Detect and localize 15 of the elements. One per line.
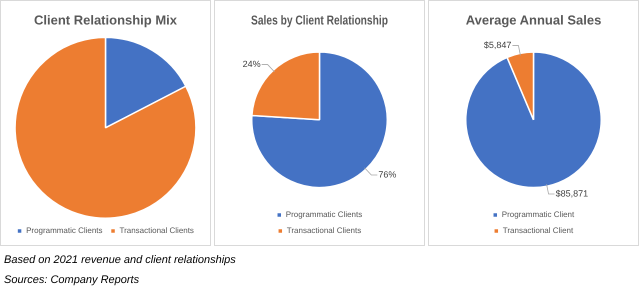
legend-label: Transactional Clients — [120, 226, 194, 236]
legend-label: Transactional Clients — [286, 226, 362, 236]
chart-title: Sales by Client Relationship — [251, 13, 388, 28]
data-label: $5,847 — [484, 40, 512, 50]
data-label: $85,871 — [556, 188, 588, 199]
chart-title: Average Annual Sales — [466, 12, 602, 28]
text: Based on 2021 revenue and client relationships — [4, 253, 237, 268]
chart-title: Client Relationship Mix — [34, 12, 178, 28]
legend-label: Programmatic Clients — [286, 210, 362, 220]
data-label: 76% — [378, 170, 396, 180]
legend-label: Transactional Client — [502, 226, 574, 236]
source-note: Sources: Company Reports — [4, 273, 140, 288]
legend-label: Programmatic Client — [502, 210, 576, 220]
legend-label: Programmatic Clients — [26, 226, 103, 236]
data-label: 24% — [242, 59, 261, 70]
